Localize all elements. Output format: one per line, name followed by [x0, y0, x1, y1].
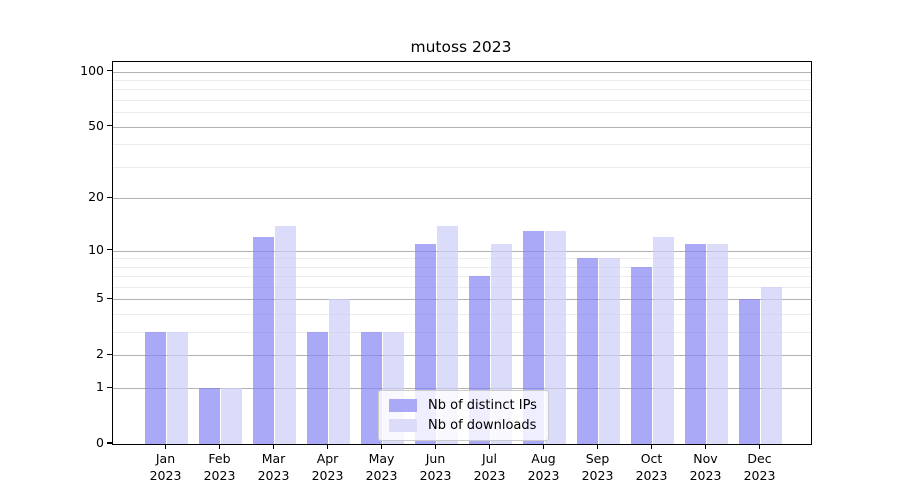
y-tick-mark-50 — [107, 125, 112, 127]
y-tick-mark-100 — [107, 70, 112, 72]
bar-downloads-sep-2023 — [598, 258, 621, 444]
x-tick-mark-jul — [488, 444, 491, 449]
major-gridline-100 — [113, 71, 811, 73]
legend-swatch-ips-icon — [389, 399, 417, 412]
y-tick-mark-2 — [107, 353, 112, 355]
x-tick-mark-aug — [542, 444, 545, 449]
x-tick-label-dec: Dec 2023 — [743, 451, 776, 483]
minor-gridline-9 — [113, 258, 811, 260]
chart-title: mutoss 2023 — [410, 38, 512, 56]
major-gridline-2 — [113, 355, 811, 357]
x-tick-label-nov: Nov 2023 — [689, 451, 722, 483]
x-tick-label-apr: Apr 2023 — [311, 451, 344, 483]
legend-label-distinct-ips: Nb of distinct IPs — [428, 398, 537, 413]
bar-downloads-dec-2023 — [760, 287, 783, 444]
bar-distinct-ips-nov-2023 — [684, 243, 707, 444]
x-tick-label-mar: Mar 2023 — [257, 451, 290, 483]
bar-downloads-mar-2023 — [274, 225, 297, 444]
x-tick-label-oct: Oct 2023 — [635, 451, 668, 483]
bar-downloads-jan-2023 — [166, 332, 189, 444]
bar-downloads-nov-2023 — [706, 243, 729, 444]
x-tick-label-jun: Jun 2023 — [419, 451, 452, 483]
x-tick-mark-apr — [326, 444, 329, 449]
minor-gridline-8 — [113, 266, 811, 268]
minor-gridline-7 — [113, 276, 811, 278]
bar-downloads-jun-2023 — [436, 225, 459, 444]
major-gridline-10 — [113, 250, 811, 252]
x-tick-mark-feb — [218, 444, 221, 449]
y-tick-mark-10 — [107, 248, 112, 251]
bar-distinct-ips-oct-2023 — [630, 266, 653, 444]
legend-label-downloads: Nb of downloads — [428, 418, 537, 433]
minor-gridline-3 — [113, 332, 811, 334]
minor-gridline-60 — [113, 112, 811, 114]
bar-distinct-ips-jan-2023 — [144, 332, 167, 444]
minor-gridline-80 — [113, 89, 811, 91]
bar-downloads-aug-2023 — [544, 231, 567, 444]
bar-distinct-ips-may-2023 — [360, 332, 383, 444]
x-tick-mark-jun — [434, 444, 437, 449]
minor-gridline-30 — [113, 166, 811, 168]
bar-downloads-feb-2023 — [220, 388, 243, 444]
y-tick-label-20: 20 — [88, 189, 104, 205]
minor-gridline-70 — [113, 100, 811, 101]
x-tick-label-sep: Sep 2023 — [581, 451, 614, 483]
bar-distinct-ips-sep-2023 — [576, 258, 599, 444]
y-tick-mark-0 — [107, 442, 112, 444]
x-tick-mark-nov — [704, 444, 707, 449]
legend-item-downloads: Nb of downloads — [389, 418, 537, 433]
y-tick-mark-20 — [107, 196, 112, 198]
x-tick-mark-jan — [164, 444, 167, 449]
minor-gridline-4 — [113, 314, 811, 316]
bar-downloads-oct-2023 — [652, 237, 675, 444]
x-tick-label-may: May 2023 — [365, 451, 398, 483]
legend: Nb of distinct IPs Nb of downloads — [378, 390, 549, 441]
major-gridline-20 — [113, 198, 811, 200]
bar-distinct-ips-apr-2023 — [306, 332, 329, 444]
y-tick-label-2: 2 — [96, 346, 104, 362]
y-tick-label-5: 5 — [96, 290, 104, 306]
x-tick-mark-oct — [650, 444, 653, 449]
y-tick-label-100: 100 — [80, 62, 104, 78]
minor-gridline-6 — [113, 287, 811, 288]
legend-item-distinct-ips: Nb of distinct IPs — [389, 398, 537, 413]
major-gridline-1 — [113, 388, 811, 390]
bar-distinct-ips-mar-2023 — [252, 237, 275, 444]
minor-gridline-90 — [113, 80, 811, 81]
y-tick-label-1: 1 — [96, 379, 104, 395]
y-tick-mark-1 — [107, 386, 112, 388]
bar-distinct-ips-feb-2023 — [198, 388, 221, 444]
y-tick-mark-5 — [107, 297, 112, 299]
y-tick-label-50: 50 — [88, 117, 104, 133]
minor-gridline-40 — [113, 144, 811, 146]
major-gridline-50 — [113, 126, 811, 128]
bar-distinct-ips-dec-2023 — [738, 299, 761, 444]
x-tick-mark-mar — [272, 444, 275, 449]
x-tick-label-feb: Feb 2023 — [203, 451, 236, 483]
x-tick-label-jul: Jul 2023 — [473, 451, 506, 483]
x-tick-label-aug: Aug 2023 — [527, 451, 560, 483]
x-tick-label-jan: Jan 2023 — [149, 451, 182, 483]
y-tick-label-0: 0 — [96, 435, 104, 450]
x-tick-mark-sep — [596, 444, 599, 449]
bar-downloads-apr-2023 — [328, 299, 351, 444]
x-tick-mark-may — [380, 444, 383, 449]
x-tick-mark-dec — [758, 444, 761, 449]
plot-area: Nb of distinct IPs Nb of downloads — [112, 61, 812, 445]
legend-swatch-downloads-icon — [389, 419, 417, 432]
y-tick-label-10: 10 — [88, 241, 104, 257]
major-gridline-5 — [113, 299, 811, 301]
